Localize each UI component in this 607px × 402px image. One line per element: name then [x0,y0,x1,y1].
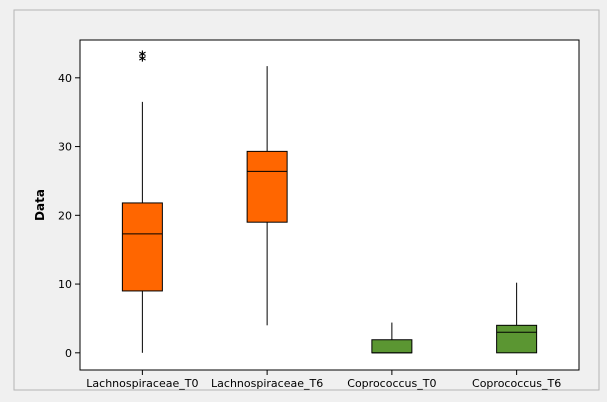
y-axis: 0 10 20 30 40 [58,72,80,360]
x-tick-label-3: Coprococcus_T0 [347,377,436,390]
outlier-1: * [139,54,147,70]
box-4 [496,282,538,354]
y-tick-label-20: 20 [58,209,72,222]
y-tick-label-30: 30 [58,141,72,154]
box-iqr [496,324,538,354]
box-2 [246,66,288,326]
outlier-2: * [139,49,147,65]
box-iqr [246,150,288,223]
x-tick-label-2: Lachnospiraceae_T6 [211,377,323,390]
box-iqr [371,339,413,354]
y-tick-label-0: 0 [65,347,72,360]
plot-area [79,39,580,371]
y-axis-label: Data [33,189,47,221]
box-iqr [121,202,163,292]
figure-border [13,9,600,391]
x-tick-label-1: Lachnospiraceae_T0 [86,377,198,390]
boxes: ** [121,49,538,354]
x-axis: Lachnospiraceae_T0 Lachnospiraceae_T6 Copr… [86,370,561,390]
y-tick-label-40: 40 [58,72,72,85]
box-1: ** [121,49,163,353]
box-3 [371,322,413,354]
y-tick-label-10: 10 [58,278,72,291]
x-tick-label-4: Coprococcus_T6 [472,377,561,390]
